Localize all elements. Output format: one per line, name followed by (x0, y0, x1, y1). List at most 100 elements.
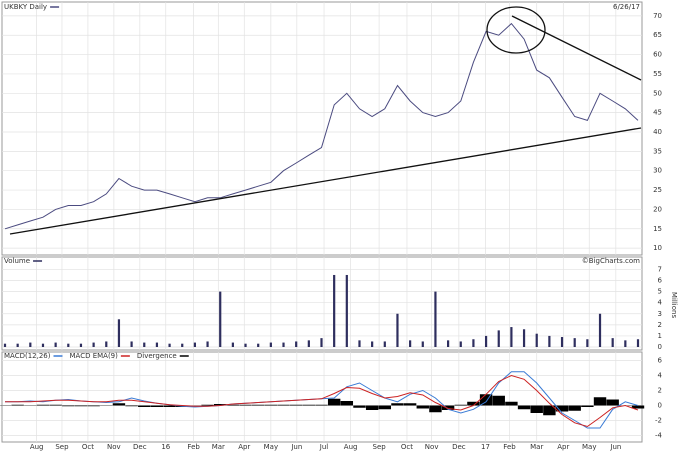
bar (454, 404, 467, 406)
bar (611, 338, 614, 347)
bar (231, 342, 234, 347)
bar (333, 274, 336, 347)
bar (378, 405, 392, 410)
y-tick-label: 0 (658, 343, 662, 351)
y-tick-label: 30 (653, 167, 662, 175)
bar (447, 340, 450, 347)
bar (264, 404, 278, 406)
bar (201, 404, 214, 406)
volume-axis-label: Millions (670, 292, 678, 319)
macd-frame (1, 351, 643, 443)
x-tick-label: Aug (30, 443, 44, 451)
bar (315, 404, 328, 406)
bar (54, 342, 57, 347)
y-tick-label: 60 (653, 51, 662, 59)
y-tick-label: 2 (658, 321, 662, 329)
bar (383, 341, 386, 347)
bar (62, 405, 75, 407)
bar (289, 404, 303, 406)
bar (307, 340, 310, 347)
bar (11, 404, 24, 406)
bar (79, 343, 83, 347)
bar (226, 404, 240, 406)
bar (87, 405, 100, 407)
bar (573, 338, 576, 347)
bar (391, 403, 404, 406)
bar (403, 403, 417, 406)
x-tick-label: Feb (187, 443, 200, 451)
bar (282, 342, 285, 347)
x-tick-label: Dec (452, 443, 466, 451)
y-tick-label: 0 (658, 402, 662, 410)
x-tick-label: Mar (530, 443, 543, 451)
bar (105, 341, 108, 347)
bar (150, 405, 164, 407)
y-tick-label: -2 (655, 417, 662, 425)
y-tick-label: 4 (658, 372, 663, 380)
x-tick-label: Apr (557, 443, 569, 451)
source-label: ©BigCharts.com (582, 257, 640, 265)
bar (130, 341, 133, 347)
bar (396, 313, 399, 347)
bar (117, 319, 121, 347)
bar (168, 343, 171, 347)
price-title: UKBKY Daily (4, 3, 47, 11)
bar (371, 341, 374, 347)
y-tick-label: 1 (658, 332, 662, 340)
x-tick-label: Jul (319, 443, 329, 451)
bar (340, 401, 354, 406)
bar (277, 404, 290, 406)
bar (49, 404, 62, 406)
bar (125, 405, 138, 407)
bar (345, 274, 348, 347)
x-tick-label: 16 (161, 443, 170, 451)
bar (155, 342, 159, 347)
bar (479, 394, 493, 406)
bar (510, 327, 513, 347)
bar (138, 405, 151, 407)
x-tick-label: Sep (373, 443, 387, 451)
bar (631, 405, 645, 409)
bar (251, 404, 265, 406)
bar (353, 405, 366, 408)
bar (517, 405, 531, 410)
x-tick-label: 17 (481, 443, 490, 451)
y-tick-label: 45 (653, 109, 662, 117)
bar (74, 405, 88, 407)
bar (581, 405, 594, 407)
bar (484, 335, 488, 347)
bar (244, 343, 247, 347)
bar (429, 405, 442, 413)
bar (535, 333, 538, 347)
bar (67, 343, 70, 347)
bar (320, 338, 323, 347)
y-tick-label: 65 (653, 31, 662, 39)
bar (543, 405, 556, 416)
bar (416, 405, 429, 409)
y-tick-label: 4 (658, 299, 663, 307)
bar (214, 404, 227, 406)
bar (295, 341, 298, 347)
bar (624, 340, 627, 347)
price-line (4, 22, 639, 230)
x-tick-label: Dec (133, 443, 147, 451)
bar (206, 341, 209, 347)
volume-title: Volume (4, 257, 30, 265)
series-line (5, 371, 639, 429)
bar (163, 405, 176, 407)
bar (522, 329, 526, 347)
x-tick-label: Mar (212, 443, 225, 451)
bar (112, 403, 126, 406)
volume-frame (1, 256, 643, 351)
x-tick-label: Nov (425, 443, 439, 451)
x-tick-label: Oct (401, 443, 413, 451)
y-tick-label: 70 (653, 12, 662, 20)
bar (29, 342, 32, 347)
bar (143, 342, 146, 347)
bar (409, 340, 412, 347)
y-tick-label: 15 (653, 225, 662, 233)
date-label: 6/26/17 (613, 3, 640, 11)
bar (434, 291, 437, 347)
